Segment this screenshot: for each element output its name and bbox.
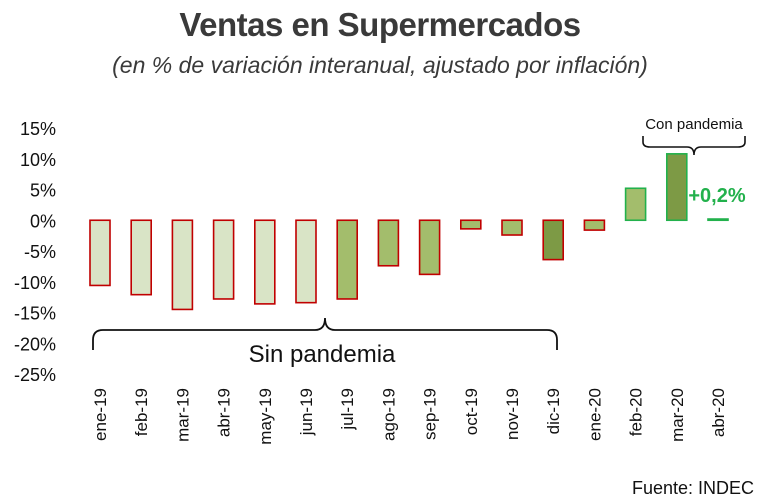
bar (171, 219, 194, 311)
bar (707, 218, 729, 222)
x-tick-label: abr-19 (215, 388, 234, 437)
bar (212, 219, 235, 300)
y-tick-label: 15% (20, 119, 56, 139)
bar (624, 187, 647, 222)
y-tick-label: 10% (20, 150, 56, 170)
x-tick-label: mar-19 (173, 388, 192, 442)
x-tick-label: may-19 (256, 388, 275, 445)
bar (254, 219, 276, 305)
con-pandemia-bracket (642, 136, 746, 156)
x-tick-label: feb-20 (627, 388, 646, 436)
y-tick-label: -10% (14, 273, 56, 293)
bar (501, 219, 523, 236)
y-tick-label: 5% (30, 181, 56, 201)
y-tick-label: -25% (14, 365, 56, 385)
x-tick-label: oct-19 (462, 388, 481, 435)
con-pandemia-label: Con pandemia (645, 116, 743, 133)
y-tick-label: -15% (14, 304, 56, 324)
y-tick-label: -5% (24, 242, 56, 262)
x-tick-label: nov-19 (503, 388, 522, 440)
sin-pandemia-label: Sin pandemia (249, 341, 396, 368)
bar (418, 219, 441, 276)
x-tick-label: ene-20 (585, 388, 604, 441)
chart-subtitle: (en % de variación interanual, ajustado … (112, 52, 648, 78)
y-tick-label: 0% (30, 211, 56, 231)
bar (130, 219, 152, 296)
chart-title: Ventas en Supermercados (179, 6, 581, 43)
x-tick-label: sep-19 (421, 388, 440, 440)
bar (295, 219, 317, 304)
bar (583, 219, 606, 231)
x-tick-label: ene-19 (91, 388, 110, 441)
y-tick-label: -20% (14, 334, 56, 354)
bar (542, 219, 565, 261)
bar (377, 219, 400, 267)
bar (89, 219, 111, 287)
x-tick-label: jun-19 (297, 388, 316, 436)
x-tick-label: abr-20 (709, 388, 728, 437)
x-tick-label: mar-20 (668, 388, 687, 442)
x-tick-label: jul-19 (338, 388, 357, 431)
bar (459, 219, 482, 230)
sin-pandemia-bracket (92, 317, 558, 350)
last-value-label: +0,2% (688, 185, 745, 207)
x-tick-label: feb-19 (132, 388, 151, 436)
x-tick-label: dic-19 (544, 388, 563, 434)
source-note: Fuente: INDEC (631, 478, 754, 498)
bar (665, 153, 688, 222)
bar (336, 219, 359, 300)
x-tick-label: ago-19 (379, 388, 398, 441)
